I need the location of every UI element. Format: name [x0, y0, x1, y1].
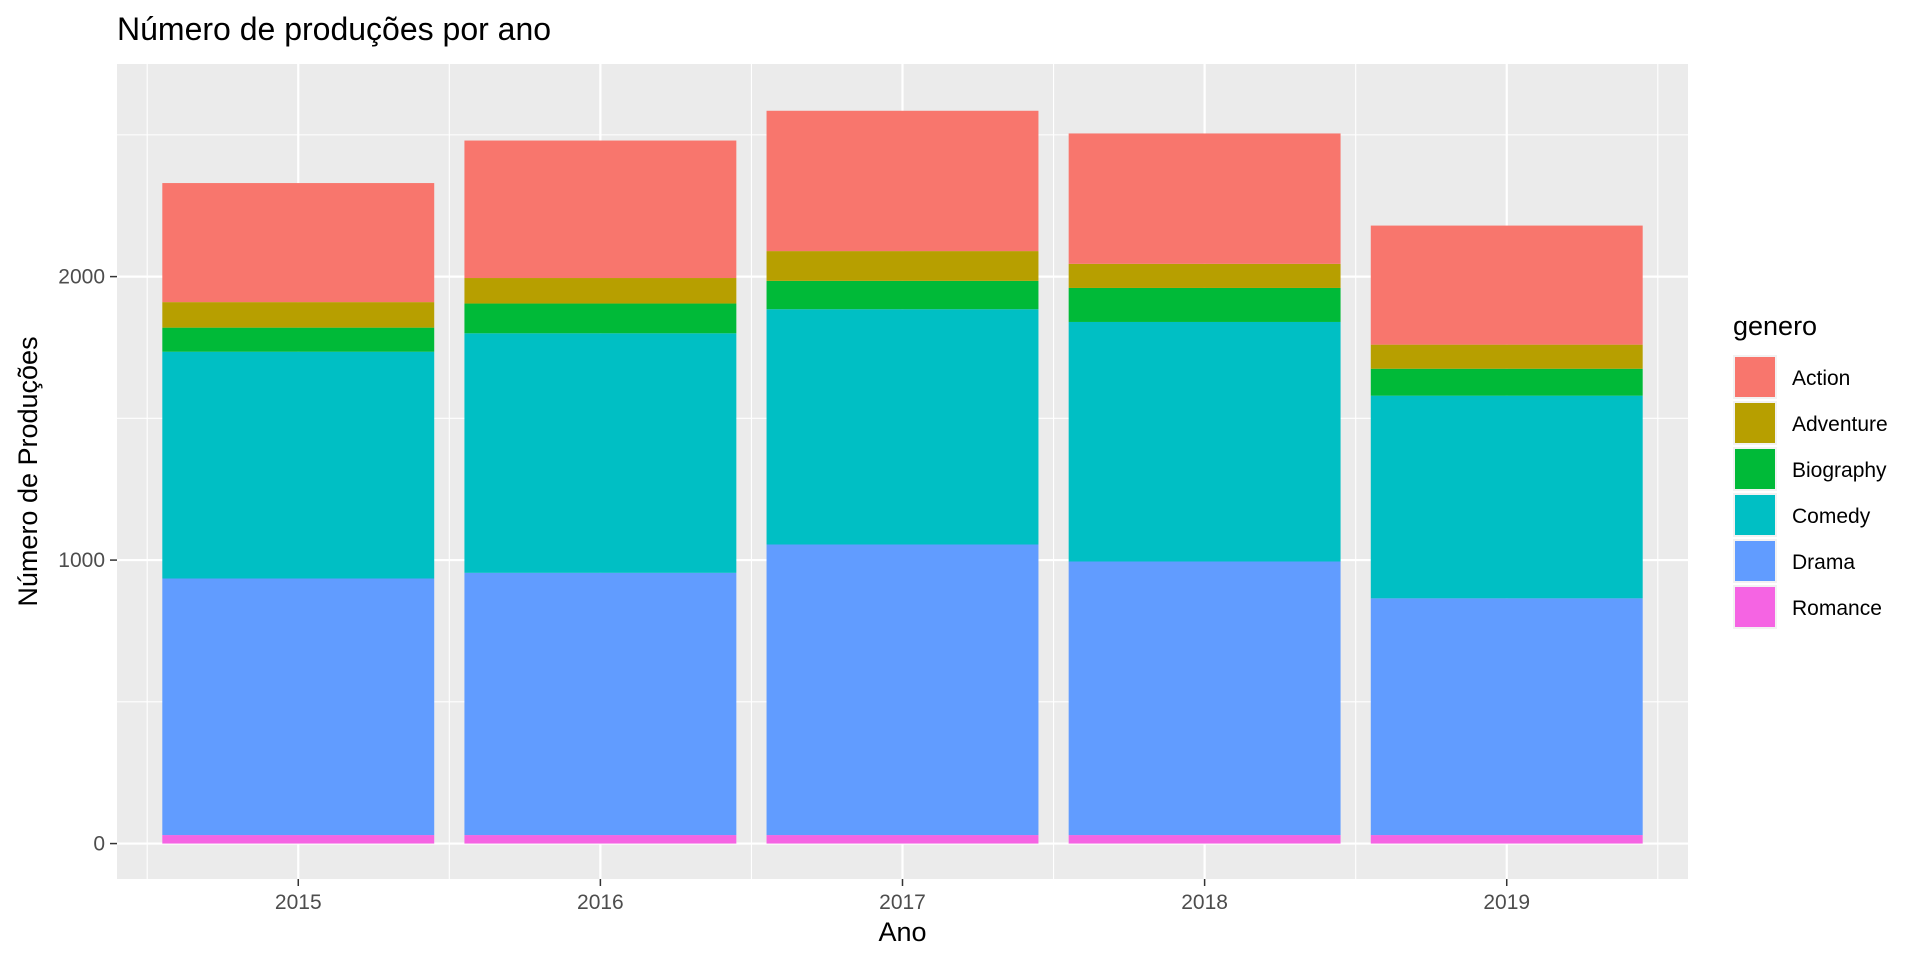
bar-2017-drama [766, 544, 1039, 836]
bar-2015-romance [162, 835, 435, 844]
bar-2019-comedy [1370, 395, 1643, 599]
bar-2017-adventure [766, 251, 1039, 281]
chart-title: Número de produções por ano [117, 11, 551, 47]
bar-2017-romance [766, 835, 1039, 844]
legend-swatch-romance [1735, 587, 1775, 627]
bar-2019-drama [1370, 598, 1643, 836]
y-tick-label: 2000 [58, 266, 105, 289]
bar-2017-comedy [766, 309, 1039, 545]
x-axis-title: Ano [878, 917, 926, 947]
legend-label-comedy: Comedy [1792, 505, 1871, 528]
bar-2015-action [162, 183, 435, 303]
legend-title: genero [1733, 311, 1817, 341]
bar-2015-biography [162, 327, 435, 352]
bar-2018-biography [1068, 287, 1341, 322]
legend-swatch-drama [1735, 541, 1775, 581]
y-tick-label: 0 [93, 833, 105, 856]
bar-2019-adventure [1370, 344, 1643, 369]
axes: 0 1000 2000 2015 2016 2017 2018 2019 [58, 266, 1530, 914]
bars [162, 110, 1643, 844]
bar-2019-romance [1370, 835, 1643, 844]
legend-label-adventure: Adventure [1792, 413, 1888, 436]
bar-2018-romance [1068, 835, 1341, 844]
bar-2019-biography [1370, 368, 1643, 396]
x-tick-label: 2018 [1181, 891, 1228, 914]
bar-2016-drama [464, 572, 737, 836]
legend-swatch-adventure [1735, 403, 1775, 443]
x-tick-label: 2016 [577, 891, 624, 914]
bar-2018-action [1068, 133, 1341, 264]
bar-2016-comedy [464, 333, 737, 573]
bar-2015-comedy [162, 351, 435, 579]
y-axis-title: Número de Produções [13, 336, 43, 606]
bar-2018-drama [1068, 561, 1341, 836]
bar-2016-action [464, 140, 737, 279]
legend: genero Action Adventure Biography Comedy Dra… [1733, 311, 1888, 629]
legend-label-romance: Romance [1792, 597, 1882, 620]
bar-2015-adventure [162, 302, 435, 328]
bar-2015-drama [162, 578, 435, 836]
bar-2016-biography [464, 303, 737, 334]
legend-swatch-action [1735, 357, 1775, 397]
bar-2017-biography [766, 280, 1039, 310]
bar-2016-adventure [464, 278, 737, 304]
bar-2019-action [1370, 225, 1643, 345]
legend-swatch-biography [1735, 449, 1775, 489]
y-tick-label: 1000 [58, 549, 105, 572]
legend-swatch-comedy [1735, 495, 1775, 535]
x-tick-label: 2017 [879, 891, 926, 914]
bar-2018-adventure [1068, 263, 1341, 288]
x-tick-label: 2019 [1483, 891, 1530, 914]
bar-2016-romance [464, 835, 737, 844]
legend-label-drama: Drama [1792, 551, 1855, 574]
legend-label-biography: Biography [1792, 459, 1887, 482]
bar-2017-action [766, 110, 1039, 252]
x-tick-label: 2015 [275, 891, 322, 914]
legend-label-action: Action [1792, 367, 1850, 390]
bar-2018-comedy [1068, 321, 1341, 562]
